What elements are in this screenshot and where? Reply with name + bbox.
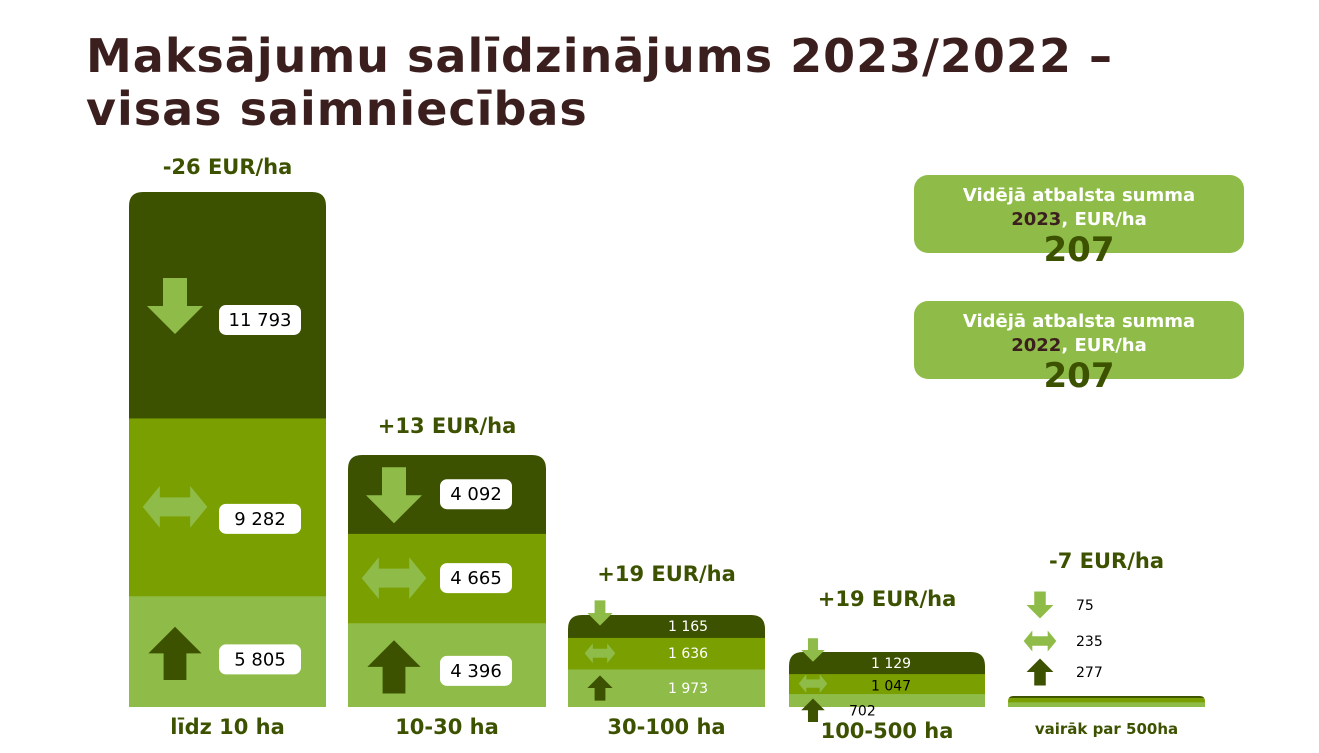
info-box-2023: Vidējā atbalsta summa 2023, EUR/ha 207 (914, 175, 1244, 268)
title-line-1: Maksājumu salīdzinājums 2023/2022 – (86, 29, 1113, 83)
value-box (219, 304, 301, 335)
info-subline-2023: 2023, EUR/ha (914, 208, 1244, 232)
title-line-2: visas saimniecības (86, 82, 588, 136)
info-label-2023: Vidējā atbalsta summa (962, 185, 1196, 206)
value-label: 4 396 (450, 661, 502, 682)
value-label: 4 665 (450, 568, 502, 589)
arrow-down-icon (1026, 591, 1054, 619)
value-label: 235 (1076, 634, 1103, 650)
value-label: 75 (1076, 598, 1094, 614)
value-box (219, 503, 301, 534)
value-label: 1 636 (668, 646, 708, 662)
value-label: 11 793 (229, 310, 292, 331)
value-label: 1 165 (668, 619, 708, 635)
value-box (440, 655, 512, 686)
value-label: 277 (1076, 665, 1103, 681)
arrow-up-icon (587, 675, 613, 701)
arrow-both-icon (142, 485, 208, 528)
category-label: vairāk par 500ha (1035, 720, 1178, 738)
info-value-2022: 207 (1043, 356, 1115, 396)
value-box (440, 479, 512, 510)
bar-group-4 (1008, 696, 1205, 707)
arrow-up-icon (801, 698, 825, 723)
category-label: 100-500 ha (821, 719, 954, 743)
arrow-both-icon (1023, 630, 1057, 652)
value-label: 1 129 (871, 656, 911, 672)
arrow-down-icon (801, 638, 825, 662)
bar-segment (789, 652, 985, 675)
value-label: 1 973 (668, 681, 708, 697)
arrow-down-icon (587, 600, 613, 626)
value-box (219, 644, 301, 675)
info-year-2023: 2023 (1011, 209, 1062, 230)
bar-segment (1008, 701, 1205, 707)
bar-segment (568, 615, 765, 638)
bar-change-label: -7 EUR/ha (1049, 549, 1164, 573)
bar-segment (1008, 696, 1205, 698)
bar-change-label: -26 EUR/ha (163, 155, 293, 179)
value-label: 5 805 (234, 649, 286, 670)
bar-segment (789, 693, 985, 707)
page-title: Maksājumu salīdzinājums 2023/2022 – visa… (86, 30, 1113, 136)
category-label: 30-100 ha (607, 715, 725, 739)
value-label: 1 047 (871, 679, 911, 695)
bar-group-0 (129, 192, 326, 707)
arrow-both-icon (584, 643, 616, 664)
info-box-2022: Vidējā atbalsta summa 2022, EUR/ha 207 (914, 301, 1244, 394)
bar-segment (789, 673, 985, 695)
bar-group-3 (789, 652, 985, 707)
bar-change-label: +19 EUR/ha (597, 562, 736, 586)
info-unit-2022: , EUR/ha (1061, 335, 1147, 356)
value-box (440, 563, 512, 594)
info-label-2022: Vidējā atbalsta summa (962, 311, 1196, 332)
bar-segment (1008, 697, 1205, 703)
info-subline-2022: 2022, EUR/ha (914, 334, 1244, 358)
arrow-down-icon (366, 467, 422, 524)
arrow-up-icon (1026, 658, 1054, 686)
category-label: līdz 10 ha (170, 715, 285, 739)
arrow-down-icon (147, 277, 203, 334)
bar-change-label: +13 EUR/ha (378, 414, 517, 438)
value-label: 4 092 (450, 484, 502, 505)
bar-change-label: +19 EUR/ha (818, 587, 957, 611)
info-unit-2023: , EUR/ha (1061, 209, 1147, 230)
arrow-up-icon (148, 626, 202, 680)
bar-group-1 (348, 455, 546, 707)
category-label: 10-30 ha (395, 715, 499, 739)
value-label: 9 282 (234, 509, 286, 530)
arrow-both-icon (361, 557, 427, 599)
arrow-both-icon (798, 674, 828, 693)
arrow-up-icon (367, 640, 421, 694)
value-label: 702 (849, 703, 876, 719)
info-year-2022: 2022 (1011, 335, 1062, 356)
info-value-2023: 207 (1043, 230, 1115, 270)
